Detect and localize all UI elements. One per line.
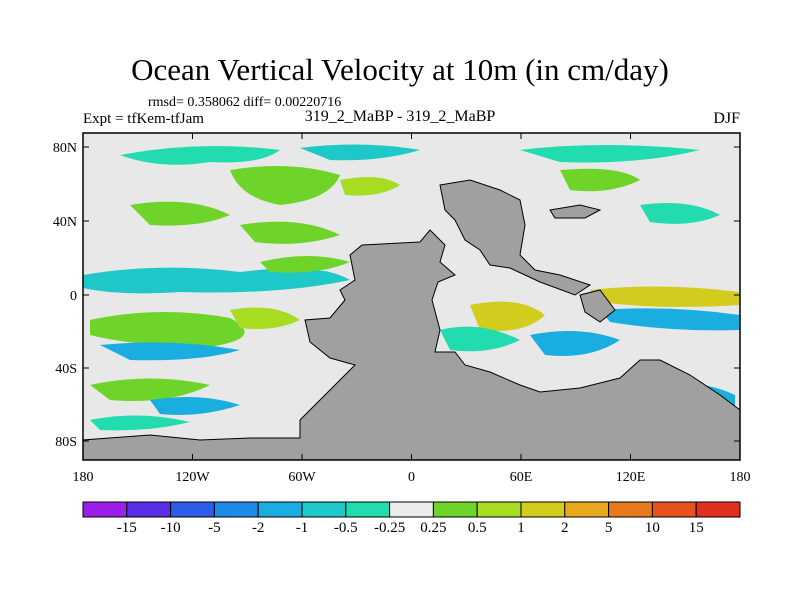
colorbar-swatch (651, 501, 697, 518)
colorbar-label: -0.5 (334, 520, 358, 536)
colorbar-swatch (608, 501, 653, 518)
colorbar-swatch (257, 501, 303, 518)
velocity-patch (300, 144, 420, 161)
colorbar-swatch (389, 501, 434, 518)
continent-land (82, 229, 741, 461)
velocity-patch (230, 307, 300, 329)
colorbar-label: -15 (117, 520, 137, 536)
velocity-patch (560, 168, 640, 192)
plot-title: Ocean Vertical Velocity at 10m (in cm/da… (131, 52, 669, 87)
velocity-patch (120, 146, 280, 165)
latitude-axis: 80N 40N 0 40S 80S (53, 141, 740, 450)
velocity-patch (90, 415, 190, 431)
colorbar-swatch (695, 501, 741, 518)
colorbar-label: -2 (252, 520, 265, 536)
colorbar-swatch (432, 501, 478, 518)
colorbar-swatch (170, 501, 215, 518)
colorbar-swatch (301, 501, 347, 518)
velocity-patch (640, 202, 720, 224)
velocity-patch (240, 221, 340, 244)
colorbar-label: -10 (161, 520, 181, 536)
colorbar-label: 5 (605, 520, 613, 536)
land-masses (82, 179, 741, 461)
season-label: DJF (713, 110, 740, 127)
velocity-patch (83, 267, 350, 294)
colorbar-swatch (126, 501, 172, 518)
velocity-patch (340, 176, 400, 196)
colorbar-swatch (476, 501, 522, 518)
lon-tick-label: 180 (730, 470, 751, 485)
colorbar-label: -5 (208, 520, 221, 536)
lat-tick-label: 40N (53, 215, 77, 230)
velocity-patch (230, 166, 340, 205)
velocity-patch (530, 331, 620, 356)
colorbar-label: 2 (561, 520, 569, 536)
colorbar-label: 10 (645, 520, 660, 536)
colorbar-label: -1 (296, 520, 309, 536)
velocity-patch (590, 286, 740, 307)
continent-land (439, 179, 592, 296)
lat-tick-label: 0 (70, 289, 77, 304)
runs-label: 319_2_MaBP - 319_2_MaBP (304, 108, 496, 125)
colorbar-swatch (564, 501, 610, 518)
colorbar-label: -0.25 (374, 520, 405, 536)
lon-tick-label: 180 (73, 470, 94, 485)
velocity-patch (130, 201, 230, 226)
colorbar-label: 15 (689, 520, 704, 536)
island-land (549, 204, 602, 219)
colorbar-swatch (520, 501, 566, 518)
colorbar-swatch (213, 501, 259, 518)
colorbar-label: 1 (517, 520, 525, 536)
lat-tick-label: 40S (55, 362, 77, 377)
velocity-patch (100, 342, 240, 361)
velocity-patch (600, 308, 740, 331)
island-land (579, 289, 616, 323)
colorbar-swatch (82, 501, 128, 518)
lon-tick-label: 60W (288, 470, 316, 485)
experiment-label: Expt = tfKem-tfJam (83, 111, 204, 127)
stats-text: rmsd= 0.358062 diff= 0.00220716 (148, 95, 342, 110)
colorbar-swatch (345, 501, 391, 518)
lat-tick-label: 80N (53, 141, 77, 156)
lon-tick-label: 120W (175, 470, 210, 485)
velocity-patch (440, 326, 520, 352)
velocity-patch (520, 145, 700, 163)
velocity-patch (470, 301, 545, 331)
lon-tick-label: 120E (616, 470, 646, 485)
velocity-patch (90, 378, 210, 401)
colorbar-label: 0.25 (420, 520, 446, 536)
velocity-patch (150, 396, 240, 415)
longitude-axis: 180 120W 60W 0 60E 120E 180 (73, 133, 751, 485)
colorbar-label: 0.5 (468, 520, 487, 536)
velocity-patch (90, 311, 245, 348)
lat-tick-label: 80S (55, 435, 77, 450)
lon-tick-label: 0 (408, 470, 415, 485)
velocity-patch (260, 256, 350, 273)
lon-tick-label: 60E (510, 470, 533, 485)
